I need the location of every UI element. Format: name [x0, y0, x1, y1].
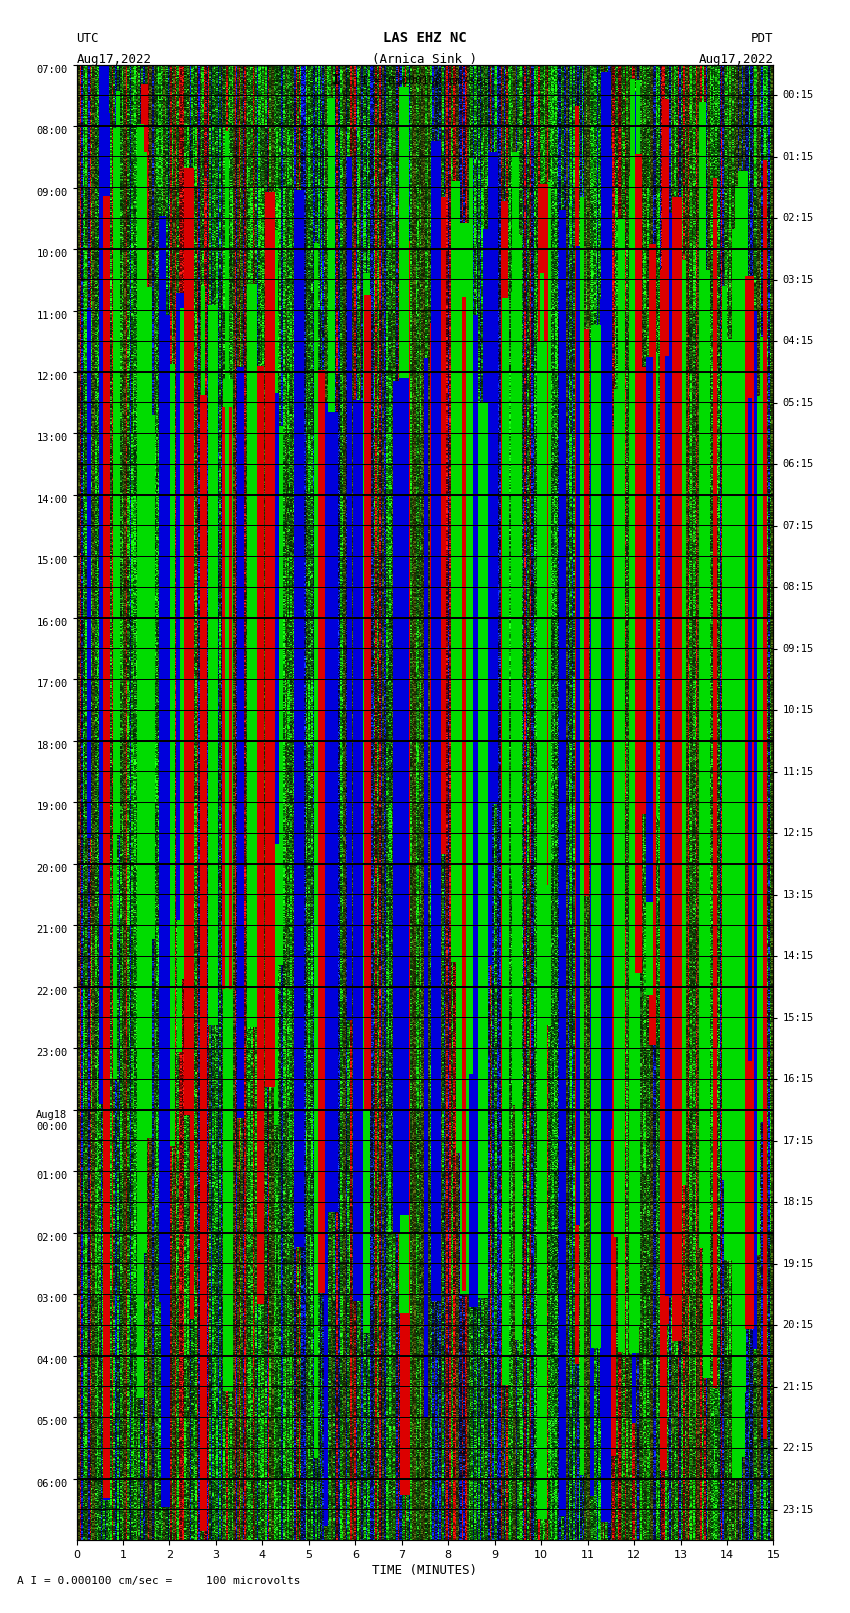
Text: PDT: PDT [751, 32, 774, 45]
X-axis label: TIME (MINUTES): TIME (MINUTES) [372, 1565, 478, 1578]
Text: A I = 0.000100 cm/sec =     100 microvolts: A I = 0.000100 cm/sec = 100 microvolts [17, 1576, 301, 1586]
Text: I: I [332, 73, 340, 87]
Text: Aug17,2022: Aug17,2022 [76, 53, 151, 66]
Text: LAS EHZ NC: LAS EHZ NC [383, 31, 467, 45]
Text: I = 0.000100 cm/sec: I = 0.000100 cm/sec [361, 76, 489, 85]
Text: Aug17,2022: Aug17,2022 [699, 53, 774, 66]
Text: UTC: UTC [76, 32, 99, 45]
Text: (Arnica Sink ): (Arnica Sink ) [372, 53, 478, 66]
